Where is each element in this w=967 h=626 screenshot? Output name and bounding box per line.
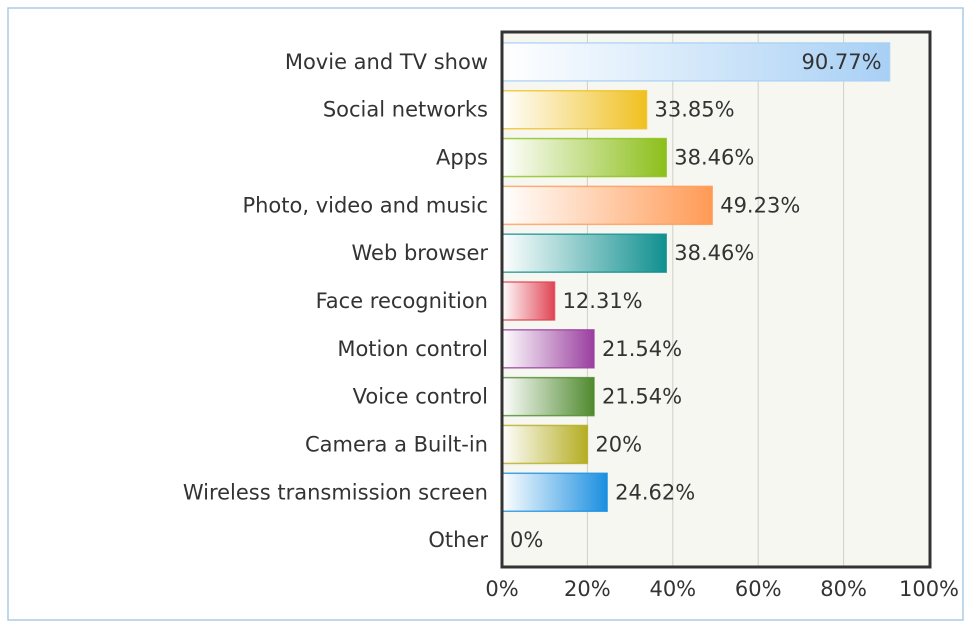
value-label: 20%: [595, 432, 642, 456]
value-label: 33.85%: [655, 98, 735, 122]
value-label: 12.31%: [563, 289, 643, 313]
y-tick-label: Web browser: [352, 241, 489, 265]
bar: [501, 472, 608, 513]
bar: [501, 89, 648, 130]
y-tick-label: Motion control: [337, 337, 488, 361]
bar: [501, 329, 595, 369]
value-label: 0%: [510, 528, 543, 552]
x-tick-label: 100%: [899, 577, 959, 601]
y-tick-label: Wireless transmission screen: [183, 480, 488, 504]
x-tick-label: 40%: [649, 577, 696, 601]
value-label: 38.46%: [674, 241, 754, 265]
x-tick-label: 0%: [485, 577, 518, 601]
value-label: 21.54%: [602, 385, 682, 409]
value-label: 38.46%: [674, 146, 754, 170]
y-tick-label: Social networks: [323, 98, 488, 122]
y-tick-label: Photo, video and music: [242, 193, 488, 217]
bar: [501, 281, 556, 321]
x-tick-label: 60%: [735, 577, 782, 601]
y-tick-label: Camera a Built-in: [305, 432, 488, 456]
value-label: 49.23%: [720, 193, 800, 217]
y-tick-label: Other: [428, 528, 488, 552]
bar: [501, 185, 713, 226]
y-tick-label: Voice control: [353, 385, 488, 409]
plot-border: [500, 30, 932, 569]
x-tick-label: 20%: [564, 577, 611, 601]
value-label: 21.54%: [602, 337, 682, 361]
x-tick-label: 80%: [820, 577, 867, 601]
value-label: 90.77%: [802, 50, 882, 74]
bar: [501, 233, 667, 273]
y-tick-label: Face recognition: [316, 289, 488, 313]
value-label: 24.62%: [615, 480, 695, 504]
bar: [501, 376, 595, 417]
bar: [501, 424, 589, 465]
bar: [501, 137, 667, 178]
y-tick-label: Movie and TV show: [285, 50, 488, 74]
y-tick-label: Apps: [436, 146, 488, 170]
